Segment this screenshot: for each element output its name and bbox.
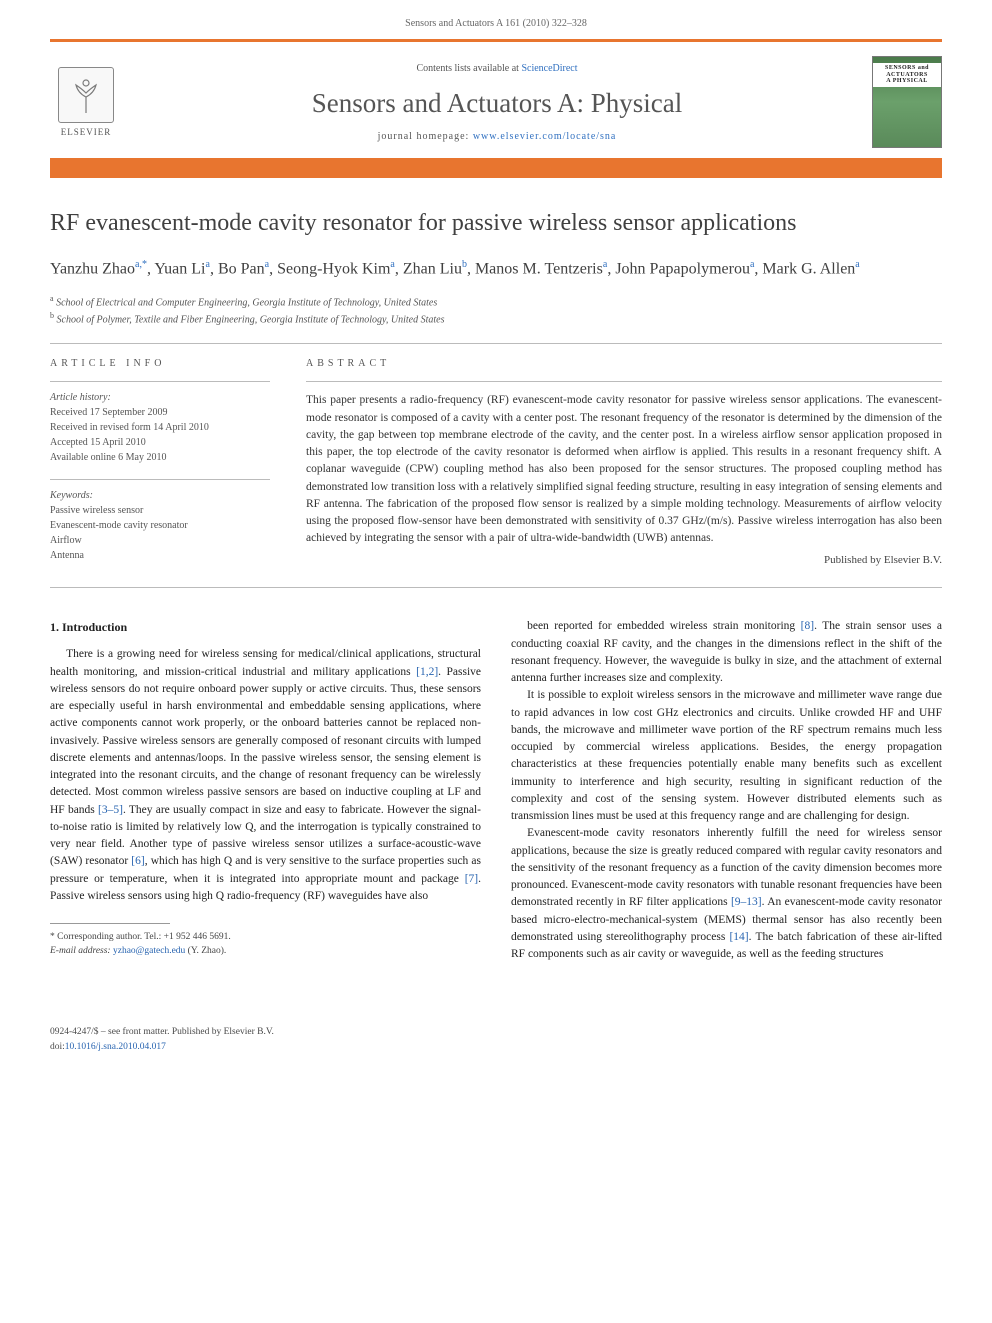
article-info-column: ARTICLE INFO Article history: Received 1… bbox=[50, 358, 270, 577]
homepage-prefix: journal homepage: bbox=[378, 131, 473, 142]
journal-name: Sensors and Actuators A: Physical bbox=[146, 88, 848, 119]
published-by-line: Published by Elsevier B.V. bbox=[306, 554, 942, 566]
article-title: RF evanescent-mode cavity resonator for … bbox=[50, 208, 942, 238]
doi-line: doi:10.1016/j.sna.2010.04.017 bbox=[50, 1040, 942, 1054]
history-line: Available online 6 May 2010 bbox=[50, 450, 270, 465]
abstract-column: ABSTRACT This paper presents a radio-fre… bbox=[306, 358, 942, 577]
doi-label: doi: bbox=[50, 1042, 65, 1052]
affiliation-b: b School of Polymer, Textile and Fiber E… bbox=[50, 310, 942, 327]
corresponding-email-link[interactable]: yzhao@gatech.edu bbox=[113, 946, 185, 956]
section-heading-intro: 1. Introduction bbox=[50, 618, 481, 636]
affiliations: a School of Electrical and Computer Engi… bbox=[50, 293, 942, 328]
abstract-label: ABSTRACT bbox=[306, 358, 942, 369]
keyword: Antenna bbox=[50, 548, 270, 563]
elsevier-tree-icon bbox=[58, 67, 114, 123]
affiliation-a-text: School of Electrical and Computer Engine… bbox=[56, 297, 437, 308]
journal-banner: ELSEVIER Contents lists available at Sci… bbox=[0, 42, 992, 158]
history-label: Article history: bbox=[50, 390, 270, 405]
elsevier-wordmark: ELSEVIER bbox=[61, 127, 112, 137]
cover-label: SENSORS and ACTUATORS A PHYSICAL bbox=[873, 63, 941, 87]
keywords-block: Keywords: Passive wireless sensor Evanes… bbox=[50, 488, 270, 563]
body-columns: 1. Introduction There is a growing need … bbox=[50, 618, 942, 963]
keyword: Passive wireless sensor bbox=[50, 503, 270, 518]
page-footer: 0924-4247/$ – see front matter. Publishe… bbox=[0, 1025, 992, 1084]
elsevier-logo: ELSEVIER bbox=[50, 62, 122, 142]
history-line: Received 17 September 2009 bbox=[50, 405, 270, 420]
keyword: Airflow bbox=[50, 533, 270, 548]
corresponding-author-footnote: * Corresponding author. Tel.: +1 952 446… bbox=[50, 930, 481, 959]
intro-paragraph: It is possible to exploit wireless senso… bbox=[511, 687, 942, 825]
cover-label-line2: A PHYSICAL bbox=[886, 78, 928, 84]
article-history-block: Article history: Received 17 September 2… bbox=[50, 390, 270, 465]
article-info-label: ARTICLE INFO bbox=[50, 358, 270, 369]
banner-center: Contents lists available at ScienceDirec… bbox=[146, 63, 848, 142]
email-label: E-mail address: bbox=[50, 946, 111, 956]
email-who: (Y. Zhao). bbox=[188, 946, 227, 956]
history-line: Accepted 15 April 2010 bbox=[50, 435, 270, 450]
running-header: Sensors and Actuators A 161 (2010) 322–3… bbox=[0, 0, 992, 39]
abstract-divider bbox=[306, 381, 942, 382]
keyword: Evanescent-mode cavity resonator bbox=[50, 518, 270, 533]
doi-link[interactable]: 10.1016/j.sna.2010.04.017 bbox=[65, 1042, 166, 1052]
intro-paragraph: Evanescent-mode cavity resonators inhere… bbox=[511, 825, 942, 963]
footnote-separator bbox=[50, 923, 170, 924]
abstract-text: This paper presents a radio-frequency (R… bbox=[306, 392, 942, 547]
intro-paragraph: There is a growing need for wireless sen… bbox=[50, 646, 481, 905]
journal-cover-thumbnail: SENSORS and ACTUATORS A PHYSICAL bbox=[872, 56, 942, 148]
article-body: RF evanescent-mode cavity resonator for … bbox=[0, 178, 992, 1003]
authors-line: Yanzhu Zhaoa,*, Yuan Lia, Bo Pana, Seong… bbox=[50, 258, 942, 281]
divider-top bbox=[50, 343, 942, 344]
journal-homepage-line: journal homepage: www.elsevier.com/locat… bbox=[146, 131, 848, 142]
cover-label-line1: SENSORS and ACTUATORS bbox=[885, 65, 929, 78]
info-abstract-row: ARTICLE INFO Article history: Received 1… bbox=[50, 358, 942, 577]
footnote-email-line: E-mail address: yzhao@gatech.edu (Y. Zha… bbox=[50, 944, 481, 958]
keywords-label: Keywords: bbox=[50, 488, 270, 503]
contents-prefix: Contents lists available at bbox=[416, 63, 521, 74]
banner-bottom-rule bbox=[50, 158, 942, 178]
affiliation-b-text: School of Polymer, Textile and Fiber Eng… bbox=[57, 314, 445, 325]
affiliation-a: a School of Electrical and Computer Engi… bbox=[50, 293, 942, 310]
contents-available-line: Contents lists available at ScienceDirec… bbox=[146, 63, 848, 74]
history-line: Received in revised form 14 April 2010 bbox=[50, 420, 270, 435]
info-divider bbox=[50, 381, 270, 382]
intro-paragraph: been reported for embedded wireless stra… bbox=[511, 618, 942, 687]
front-matter-line: 0924-4247/$ – see front matter. Publishe… bbox=[50, 1025, 942, 1039]
keywords-divider bbox=[50, 479, 270, 480]
divider-bottom bbox=[50, 587, 942, 588]
sciencedirect-link[interactable]: ScienceDirect bbox=[521, 63, 577, 74]
journal-homepage-link[interactable]: www.elsevier.com/locate/sna bbox=[473, 131, 617, 142]
footnote-corr: * Corresponding author. Tel.: +1 952 446… bbox=[50, 930, 481, 944]
